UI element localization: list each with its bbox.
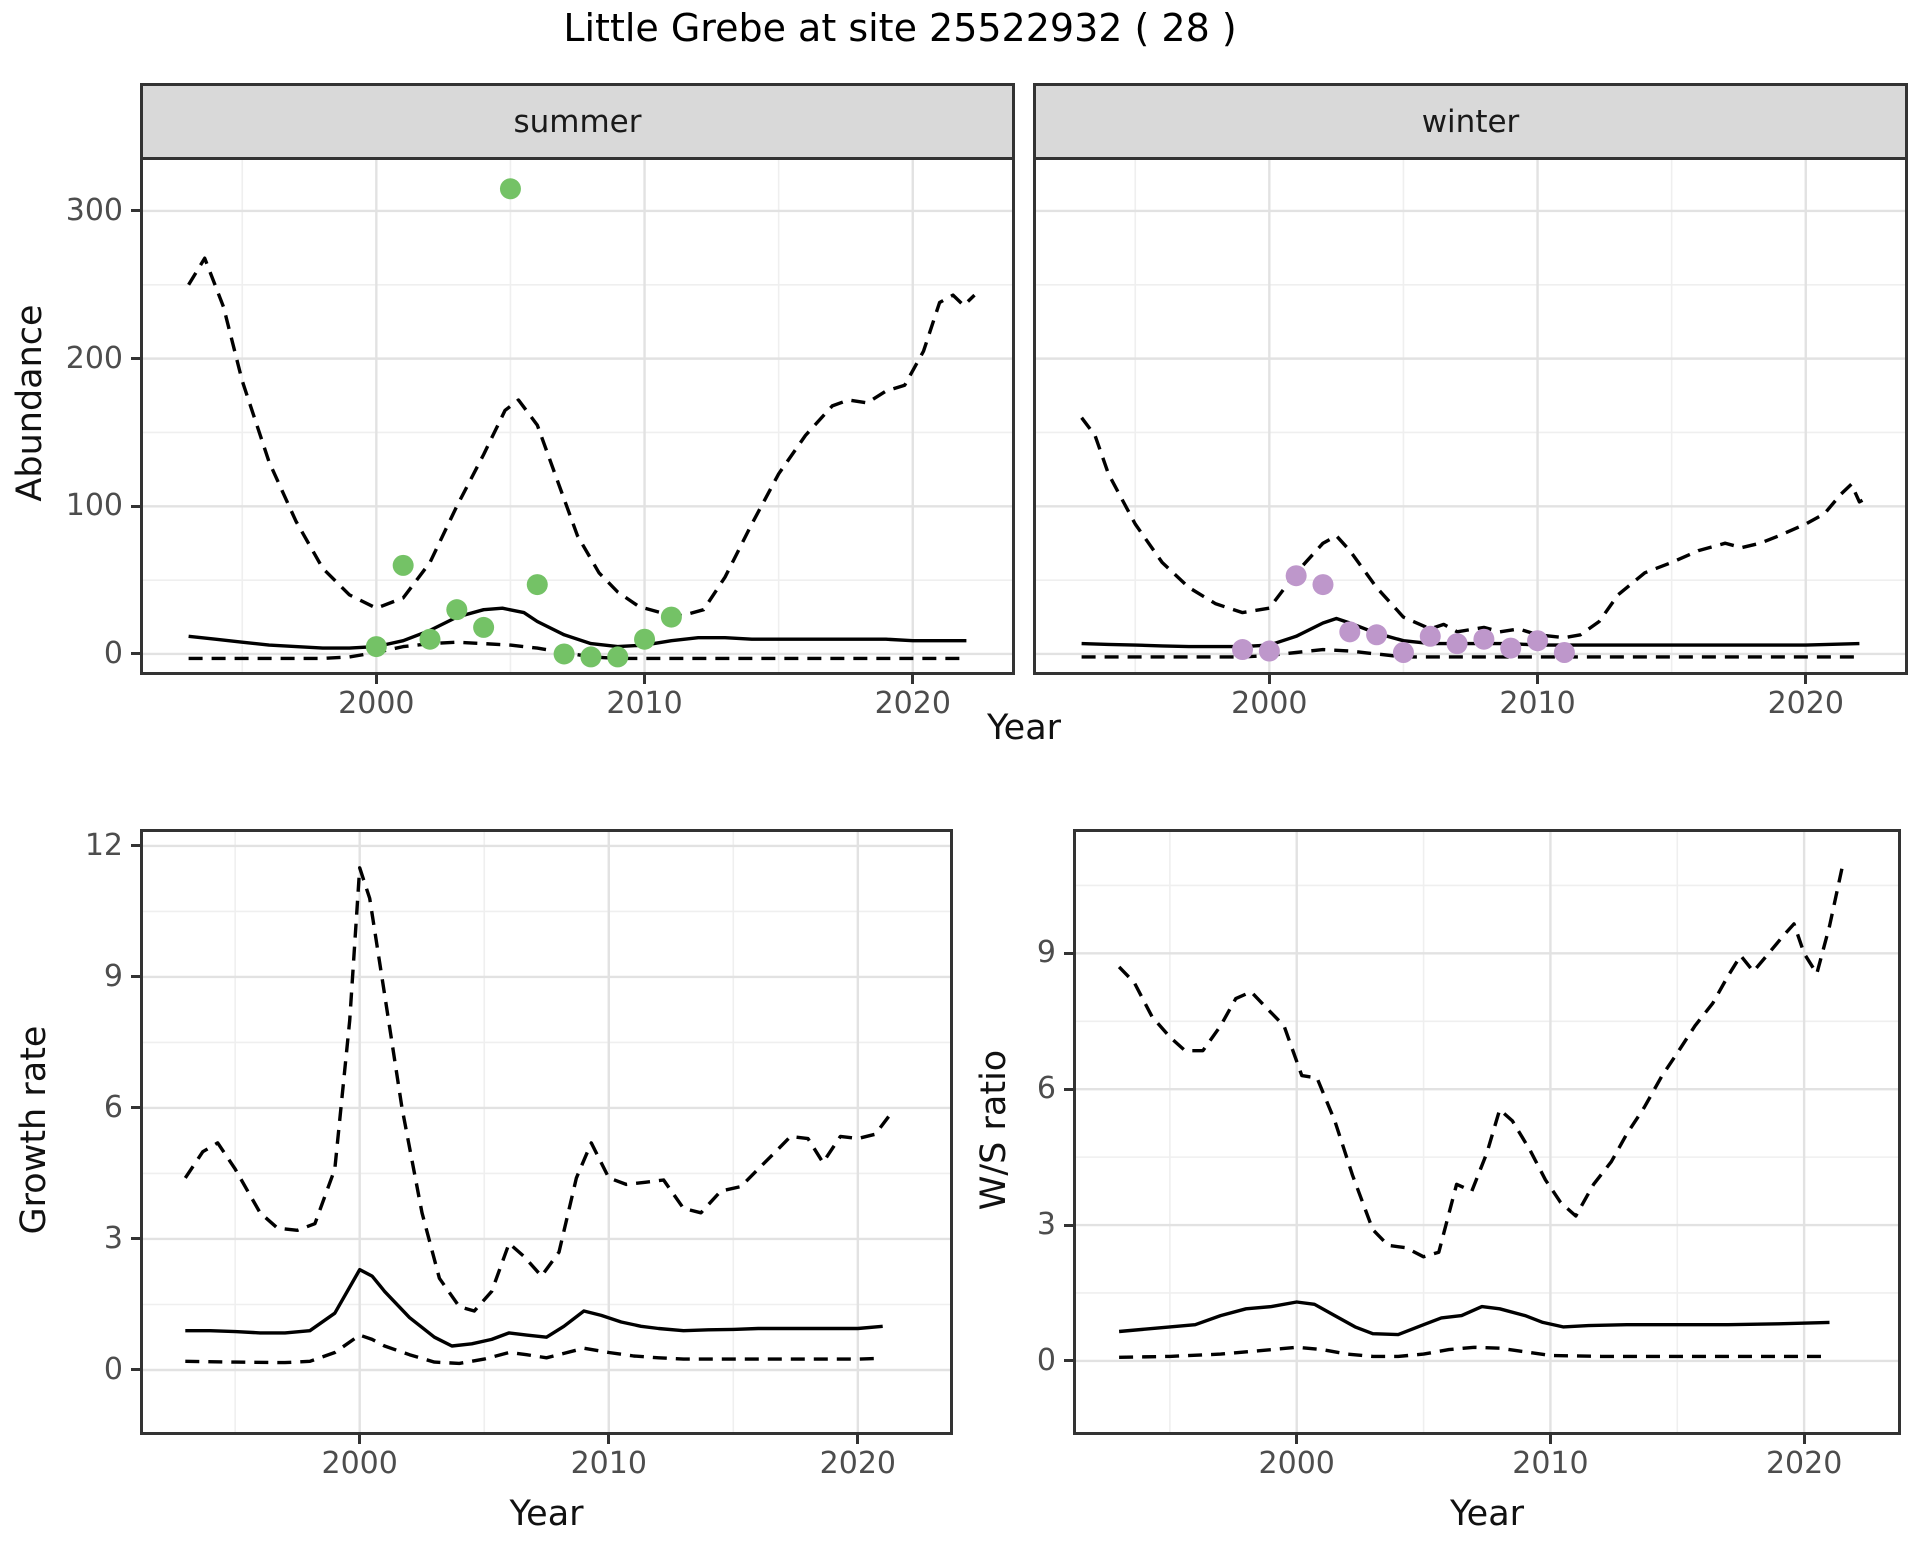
data-point-observed: [499, 178, 521, 200]
data-point-observed: [1392, 642, 1414, 664]
y-tick-mark: [131, 1106, 140, 1110]
x-tick-mark: [911, 675, 915, 684]
y-tick-label: 9: [1036, 935, 1056, 971]
data-point-observed: [365, 636, 387, 658]
growth-rate-panel-plot: [143, 832, 950, 1432]
x-tick-label: 2020: [874, 686, 951, 721]
series-lower_ci: [188, 640, 967, 661]
data-point-observed: [1500, 637, 1522, 659]
data-point-observed: [1312, 574, 1334, 596]
data-point-observed: [1366, 624, 1388, 646]
y-tick-mark: [1064, 1087, 1073, 1091]
y-tick-mark: [1064, 1223, 1073, 1227]
data-point-observed: [580, 646, 602, 668]
facet-strip-winter-label: winter: [1421, 103, 1520, 140]
x-tick-mark: [1548, 1435, 1552, 1444]
x-tick-label: 2000: [338, 686, 415, 721]
series-fitted: [188, 606, 967, 650]
series-fitted: [1118, 1300, 1830, 1337]
y-tick-mark: [131, 504, 140, 508]
x-tick-mark: [856, 1435, 860, 1444]
data-point-observed: [634, 628, 656, 650]
x-tick-mark: [1295, 1435, 1299, 1444]
x-tick-mark: [1802, 1435, 1806, 1444]
x-tick-mark: [643, 675, 647, 684]
x-tick-mark: [607, 1435, 611, 1444]
y-tick-label: 12: [84, 827, 123, 863]
data-point-observed: [1339, 621, 1361, 643]
year-axis-label-bottom-left: Year: [509, 1494, 584, 1534]
y-tick-label: 100: [65, 488, 123, 524]
chart-title: Little Grebe at site 25522932 ( 28 ): [563, 6, 1237, 50]
ws-ratio-panel-plot: [1076, 832, 1898, 1432]
y-tick-mark: [131, 975, 140, 979]
y-tick-label: 6: [1036, 1071, 1056, 1107]
data-point-observed: [1446, 633, 1468, 655]
data-point-observed: [1553, 642, 1575, 664]
x-tick-mark: [1536, 675, 1540, 684]
data-point-observed: [392, 554, 414, 576]
data-point-observed: [419, 628, 441, 650]
data-point-observed: [607, 646, 629, 668]
series-upper_ci: [1117, 866, 1844, 1259]
data-point-observed: [1285, 565, 1307, 587]
y-tick-label: 9: [103, 958, 123, 994]
data-point-observed: [473, 616, 495, 638]
series-upper_ci: [1080, 416, 1871, 640]
y-tick-mark: [131, 209, 140, 213]
x-tick-mark: [1267, 675, 1271, 684]
data-point-observed: [553, 643, 575, 665]
year-axis-label-bottom-right: Year: [1449, 1494, 1525, 1534]
data-point-observed: [660, 606, 682, 628]
y-tick-label: 0: [1036, 1342, 1056, 1378]
y-tick-mark: [131, 844, 140, 848]
summer-abundance-panel-plot: [143, 160, 1012, 672]
series-upper_ci: [183, 866, 892, 1313]
facet-strip-winter: winter: [1033, 83, 1908, 160]
data-point-observed: [1258, 640, 1280, 662]
series-upper_ci: [187, 256, 976, 618]
year-axis-label-top: Year: [986, 708, 1062, 748]
x-tick-label: 2010: [1499, 686, 1576, 721]
y-tick-label: 0: [103, 1351, 123, 1387]
x-tick-label: 2000: [1231, 686, 1308, 721]
series-lower_ci: [1119, 1345, 1830, 1359]
y-tick-mark: [131, 1237, 140, 1241]
y-tick-mark: [131, 357, 140, 361]
y-tick-label: 6: [103, 1089, 123, 1125]
y-tick-label: 3: [1036, 1207, 1056, 1243]
x-tick-mark: [358, 1435, 362, 1444]
y-tick-mark: [1064, 1359, 1073, 1363]
y-tick-label: 0: [103, 635, 123, 671]
x-tick-label: 2010: [570, 1446, 647, 1481]
y-tick-label: 3: [103, 1220, 123, 1256]
data-point-observed: [526, 574, 548, 596]
y-tick-label: 200: [65, 340, 123, 376]
series-fitted: [185, 1267, 883, 1348]
y-tick-mark: [1064, 951, 1073, 955]
x-tick-label: 2010: [606, 686, 683, 721]
x-tick-label: 2000: [1258, 1446, 1335, 1481]
data-point-observed: [1527, 630, 1549, 652]
winter-abundance-panel-plot: [1036, 160, 1905, 672]
x-tick-label: 2020: [1765, 1446, 1843, 1481]
y-tick-label: 300: [65, 192, 123, 228]
data-point-observed: [1473, 628, 1495, 650]
facet-strip-summer: summer: [140, 83, 1015, 160]
series-lower_ci: [185, 1333, 883, 1366]
data-point-observed: [1232, 639, 1254, 661]
x-tick-mark: [1804, 675, 1808, 684]
data-point-observed: [446, 599, 468, 621]
y-tick-mark: [131, 652, 140, 656]
x-tick-label: 2020: [1767, 686, 1844, 721]
x-tick-label: 2010: [1512, 1446, 1589, 1481]
x-tick-label: 2020: [819, 1446, 896, 1481]
facet-strip-summer-label: summer: [513, 103, 642, 140]
y-tick-mark: [131, 1368, 140, 1372]
x-tick-mark: [374, 675, 378, 684]
series-fitted: [1081, 616, 1860, 649]
data-point-observed: [1419, 625, 1441, 647]
x-tick-label: 2000: [321, 1446, 398, 1481]
